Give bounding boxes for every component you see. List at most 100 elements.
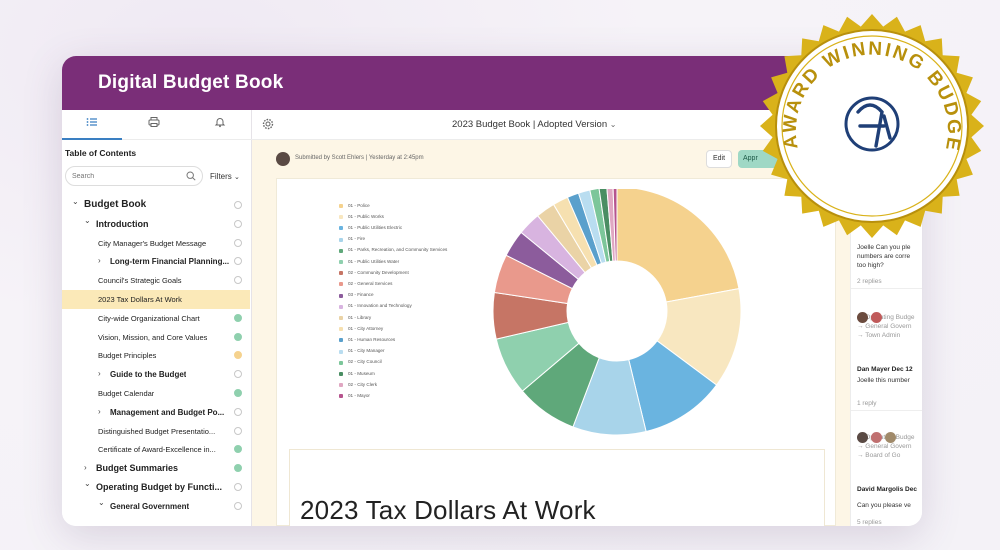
toc-item[interactable]: City-wide Organizational Chart bbox=[62, 309, 250, 328]
legend-label: 01 - Public Works bbox=[348, 213, 384, 219]
legend-label: 01 - City Attorney bbox=[348, 325, 384, 331]
toc-item[interactable]: Budget Principles bbox=[62, 346, 250, 365]
toc-item[interactable]: 2023 Tax Dollars At Work bbox=[62, 290, 250, 309]
toc-item[interactable]: ⌄ General Government bbox=[62, 497, 250, 516]
toc-item[interactable]: Vision, Mission, and Core Values bbox=[62, 328, 250, 347]
chevron-down-icon[interactable]: ⌄ bbox=[72, 197, 79, 206]
legend-label: 01 - Library bbox=[348, 314, 372, 320]
legend-label: 01 - Public Utilities Water bbox=[348, 258, 400, 264]
legend-label: 01 - Museum bbox=[348, 370, 375, 376]
print-icon[interactable] bbox=[144, 116, 164, 134]
chevron-down-icon: ⌄ bbox=[609, 120, 617, 129]
sidebar-tabs bbox=[62, 110, 252, 140]
avatar bbox=[871, 432, 882, 443]
toc-item-label: Council's Strategic Goals bbox=[98, 276, 182, 286]
chevron-right-icon[interactable]: › bbox=[98, 406, 101, 416]
document-title: 2023 Budget Book | Adopted Version bbox=[452, 119, 608, 130]
pie-slice[interactable] bbox=[612, 189, 618, 262]
legend-item: 01 - Public Utilities Electric bbox=[339, 223, 519, 234]
gear-icon[interactable] bbox=[262, 118, 274, 130]
toc-item[interactable]: › Guide to the Budget bbox=[62, 365, 250, 384]
section-title: 2023 Tax Dollars At Work bbox=[300, 495, 596, 525]
legend-swatch bbox=[339, 394, 343, 399]
status-indicator bbox=[234, 464, 242, 473]
chevron-right-icon[interactable]: › bbox=[98, 369, 101, 379]
legend-item: 01 - Police bbox=[339, 201, 519, 212]
avatar bbox=[857, 312, 868, 323]
legend-label: 01 - City Manager bbox=[348, 348, 385, 354]
avatar bbox=[885, 432, 896, 443]
chevron-down-icon: ⌄ bbox=[234, 174, 240, 181]
status-indicator bbox=[234, 238, 242, 247]
legend-swatch bbox=[339, 204, 343, 208]
comment-text: numbers are corre bbox=[857, 253, 911, 260]
document-version-selector[interactable]: 2023 Budget Book | Adopted Version ⌄ bbox=[452, 119, 616, 130]
toc-item[interactable]: City Manager's Budget Message bbox=[62, 234, 250, 253]
approve-button[interactable]: Appr bbox=[738, 150, 778, 168]
chevron-down-icon[interactable]: ⌄ bbox=[98, 497, 105, 507]
toc-item-label: Distinguished Budget Presentatio... bbox=[98, 426, 216, 436]
legend-swatch bbox=[339, 293, 343, 298]
comment-text[interactable]: 1 reply bbox=[857, 400, 877, 407]
list-icon[interactable] bbox=[82, 116, 102, 134]
comment-text: Can you please ve bbox=[857, 502, 911, 509]
comment-text: Joelle Can you ple bbox=[857, 244, 911, 251]
legend-label: 01 - Mayor bbox=[348, 392, 370, 398]
comment-text[interactable]: 2 replies bbox=[857, 278, 882, 285]
toc-item[interactable]: Distinguished Budget Presentatio... bbox=[62, 422, 250, 441]
legend-swatch bbox=[339, 260, 343, 264]
legend-item: 01 - City Manager bbox=[339, 347, 519, 358]
legend-item: 02 - General Services bbox=[339, 279, 519, 290]
toc-item[interactable]: Budget Calendar bbox=[62, 384, 250, 403]
toc-item-label: Long-term Financial Planning... bbox=[110, 257, 230, 267]
comment-text[interactable]: 5 replies bbox=[857, 519, 882, 526]
toc-item-label: Guide to the Budget bbox=[110, 370, 187, 380]
toc-item[interactable]: Certificate of Award-Excellence in... bbox=[62, 440, 250, 459]
legend-swatch bbox=[339, 349, 343, 354]
status-indicator bbox=[234, 201, 242, 209]
toc-item-label: Management and Budget Po... bbox=[110, 407, 225, 417]
legend-item: 03 - Finance bbox=[339, 291, 519, 302]
comment-text: → Board of Go bbox=[857, 452, 901, 459]
comment-divider bbox=[851, 410, 922, 411]
bell-icon[interactable] bbox=[210, 116, 230, 134]
filters-dropdown[interactable]: Filters ⌄ bbox=[210, 172, 240, 181]
comment-text: → Operating Budge bbox=[857, 314, 915, 321]
toc-item[interactable]: › Budget Summaries bbox=[62, 459, 250, 478]
comment-text: David Margolis Dec bbox=[857, 486, 917, 493]
chevron-down-icon[interactable]: ⌄ bbox=[84, 479, 91, 488]
toc-item[interactable]: › Long-term Financial Planning... bbox=[62, 252, 250, 271]
app-window: Digital Budget Book Table of Contents Fi… bbox=[62, 56, 922, 526]
avatar bbox=[276, 152, 290, 166]
toc-item[interactable]: ⌄ Introduction bbox=[62, 215, 250, 234]
legend-swatch bbox=[339, 282, 343, 287]
legend-label: 02 - Community Development bbox=[348, 269, 409, 275]
status-indicator bbox=[234, 389, 242, 397]
toc-item[interactable]: ⌄ Operating Budget by Functi... bbox=[62, 478, 250, 497]
edit-button[interactable]: Edit bbox=[706, 150, 732, 168]
filters-label: Filters bbox=[210, 172, 232, 181]
search-box[interactable] bbox=[65, 166, 203, 186]
toc-item-label: Budget Book bbox=[84, 199, 147, 210]
toc-item-label: Operating Budget by Functi... bbox=[96, 482, 222, 492]
legend-swatch bbox=[339, 360, 343, 365]
chevron-right-icon[interactable]: › bbox=[84, 463, 87, 473]
comment-text: → Town Admin bbox=[857, 332, 901, 339]
legend-item: 01 - Innovation and Technology bbox=[339, 302, 519, 313]
search-input[interactable] bbox=[72, 170, 182, 183]
status-indicator bbox=[234, 351, 242, 360]
legend-label: 01 - Parks, Recreation, and Community Se… bbox=[348, 247, 448, 253]
gfoa-logo-icon bbox=[844, 96, 900, 152]
chevron-down-icon[interactable]: ⌄ bbox=[84, 215, 91, 225]
legend-swatch bbox=[339, 383, 343, 388]
status-indicator bbox=[234, 313, 242, 322]
pie-slice[interactable] bbox=[616, 189, 740, 303]
document-header: 2023 Budget Book | Adopted Version ⌄ bbox=[252, 110, 850, 140]
toc-item-label: Budget Summaries bbox=[96, 463, 179, 474]
toc-item[interactable]: ⌄ Budget Book bbox=[62, 196, 250, 215]
toc-item[interactable]: Council's Strategic Goals bbox=[62, 271, 250, 290]
toc-item[interactable]: › Management and Budget Po... bbox=[62, 403, 250, 422]
chevron-right-icon[interactable]: › bbox=[98, 256, 101, 266]
active-tab-indicator bbox=[62, 138, 122, 140]
main-panel: 2023 Budget Book | Adopted Version ⌄ Sub… bbox=[252, 110, 850, 526]
